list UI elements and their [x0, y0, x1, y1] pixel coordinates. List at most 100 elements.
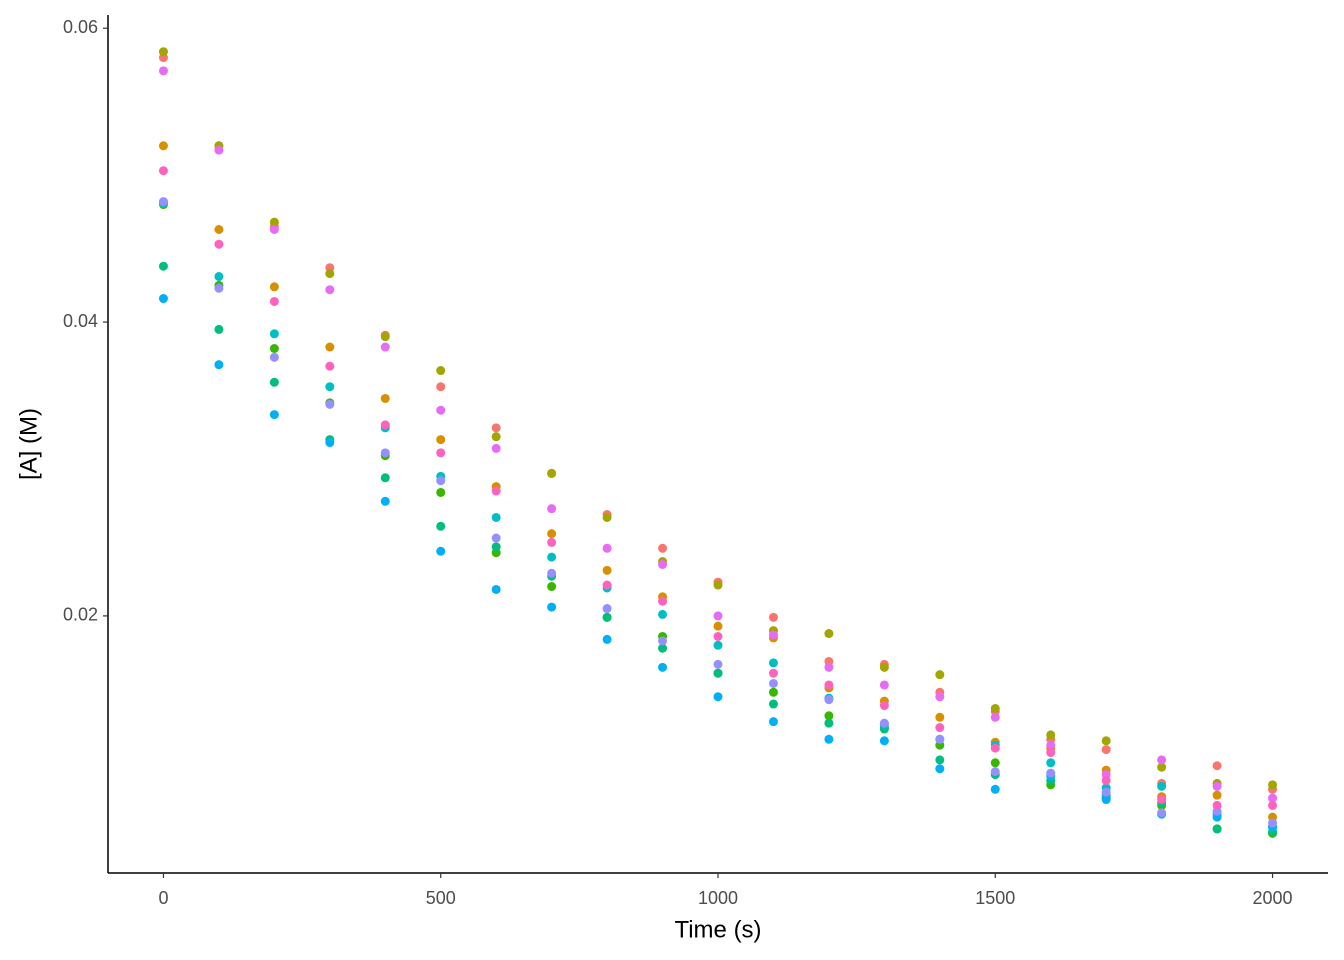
data-point — [713, 668, 723, 678]
data-point — [658, 643, 668, 653]
data-point — [1046, 748, 1056, 758]
data-point — [269, 282, 279, 292]
data-point — [1157, 755, 1167, 765]
data-point — [380, 332, 390, 342]
data-point — [990, 743, 1000, 753]
data-point — [713, 621, 723, 631]
data-point — [768, 612, 778, 622]
data-point — [768, 699, 778, 709]
data-point — [269, 329, 279, 339]
data-point — [1101, 736, 1111, 746]
data-point — [436, 405, 446, 415]
x-tick-label: 1500 — [975, 888, 1015, 908]
data-point — [325, 399, 335, 409]
data-point — [158, 261, 168, 271]
data-point — [436, 366, 446, 376]
x-tick-label: 500 — [426, 888, 456, 908]
data-point — [990, 703, 1000, 713]
data-point — [602, 543, 612, 553]
data-point — [602, 612, 612, 622]
data-point — [325, 361, 335, 371]
data-point — [1268, 800, 1278, 810]
data-point — [713, 640, 723, 650]
data-point — [158, 66, 168, 76]
data-point — [824, 718, 834, 728]
data-point — [214, 272, 224, 282]
data-point — [602, 580, 612, 590]
data-point — [547, 568, 557, 578]
data-point — [935, 755, 945, 765]
data-point — [990, 758, 1000, 768]
data-point — [158, 141, 168, 151]
data-point — [1157, 781, 1167, 791]
data-point — [436, 382, 446, 392]
data-point — [879, 662, 889, 672]
data-point — [713, 580, 723, 590]
data-point — [380, 496, 390, 506]
data-point — [990, 784, 1000, 794]
data-point — [713, 692, 723, 702]
data-point — [935, 723, 945, 733]
data-point — [602, 604, 612, 614]
data-point — [269, 296, 279, 306]
data-point — [824, 711, 834, 721]
x-axis-title: Time (s) — [674, 916, 761, 943]
data-point — [491, 432, 501, 442]
data-point — [658, 636, 668, 646]
data-point — [935, 712, 945, 722]
data-point — [436, 487, 446, 497]
data-point — [158, 166, 168, 176]
data-point — [158, 294, 168, 304]
data-point — [491, 512, 501, 522]
data-point — [1212, 824, 1222, 834]
data-point — [879, 718, 889, 728]
data-point — [491, 542, 501, 552]
data-point — [214, 225, 224, 234]
data-point — [325, 269, 335, 279]
data-point — [325, 342, 335, 352]
data-point — [713, 631, 723, 641]
data-point — [1268, 818, 1278, 828]
data-point — [824, 662, 834, 672]
data-point — [768, 717, 778, 727]
data-point — [436, 448, 446, 458]
data-point — [1268, 780, 1278, 790]
data-point — [491, 423, 501, 433]
data-point — [1268, 793, 1278, 803]
data-point — [658, 596, 668, 606]
data-point — [547, 552, 557, 562]
data-point — [935, 734, 945, 744]
data-point — [214, 145, 224, 155]
data-point — [436, 476, 446, 486]
data-point — [269, 217, 279, 227]
data-point — [214, 324, 224, 334]
data-point — [1046, 740, 1056, 750]
data-point — [990, 767, 1000, 777]
data-point — [824, 629, 834, 639]
data-point — [824, 734, 834, 744]
data-point — [1157, 795, 1167, 805]
data-point — [658, 559, 668, 569]
data-point — [269, 225, 279, 234]
data-point — [658, 662, 668, 672]
data-point — [269, 344, 279, 354]
data-point — [990, 712, 1000, 722]
data-point — [491, 443, 501, 453]
data-point — [879, 701, 889, 711]
data-point — [602, 512, 612, 522]
data-point — [768, 668, 778, 678]
data-point — [713, 611, 723, 621]
data-point — [491, 486, 501, 496]
y-tick-label: 0.02 — [63, 605, 98, 625]
data-point — [436, 546, 446, 556]
data-point — [713, 659, 723, 669]
data-point — [269, 377, 279, 387]
data-point — [768, 678, 778, 688]
data-point — [380, 393, 390, 403]
data-point — [380, 448, 390, 458]
data-point — [214, 360, 224, 370]
data-point — [879, 680, 889, 690]
